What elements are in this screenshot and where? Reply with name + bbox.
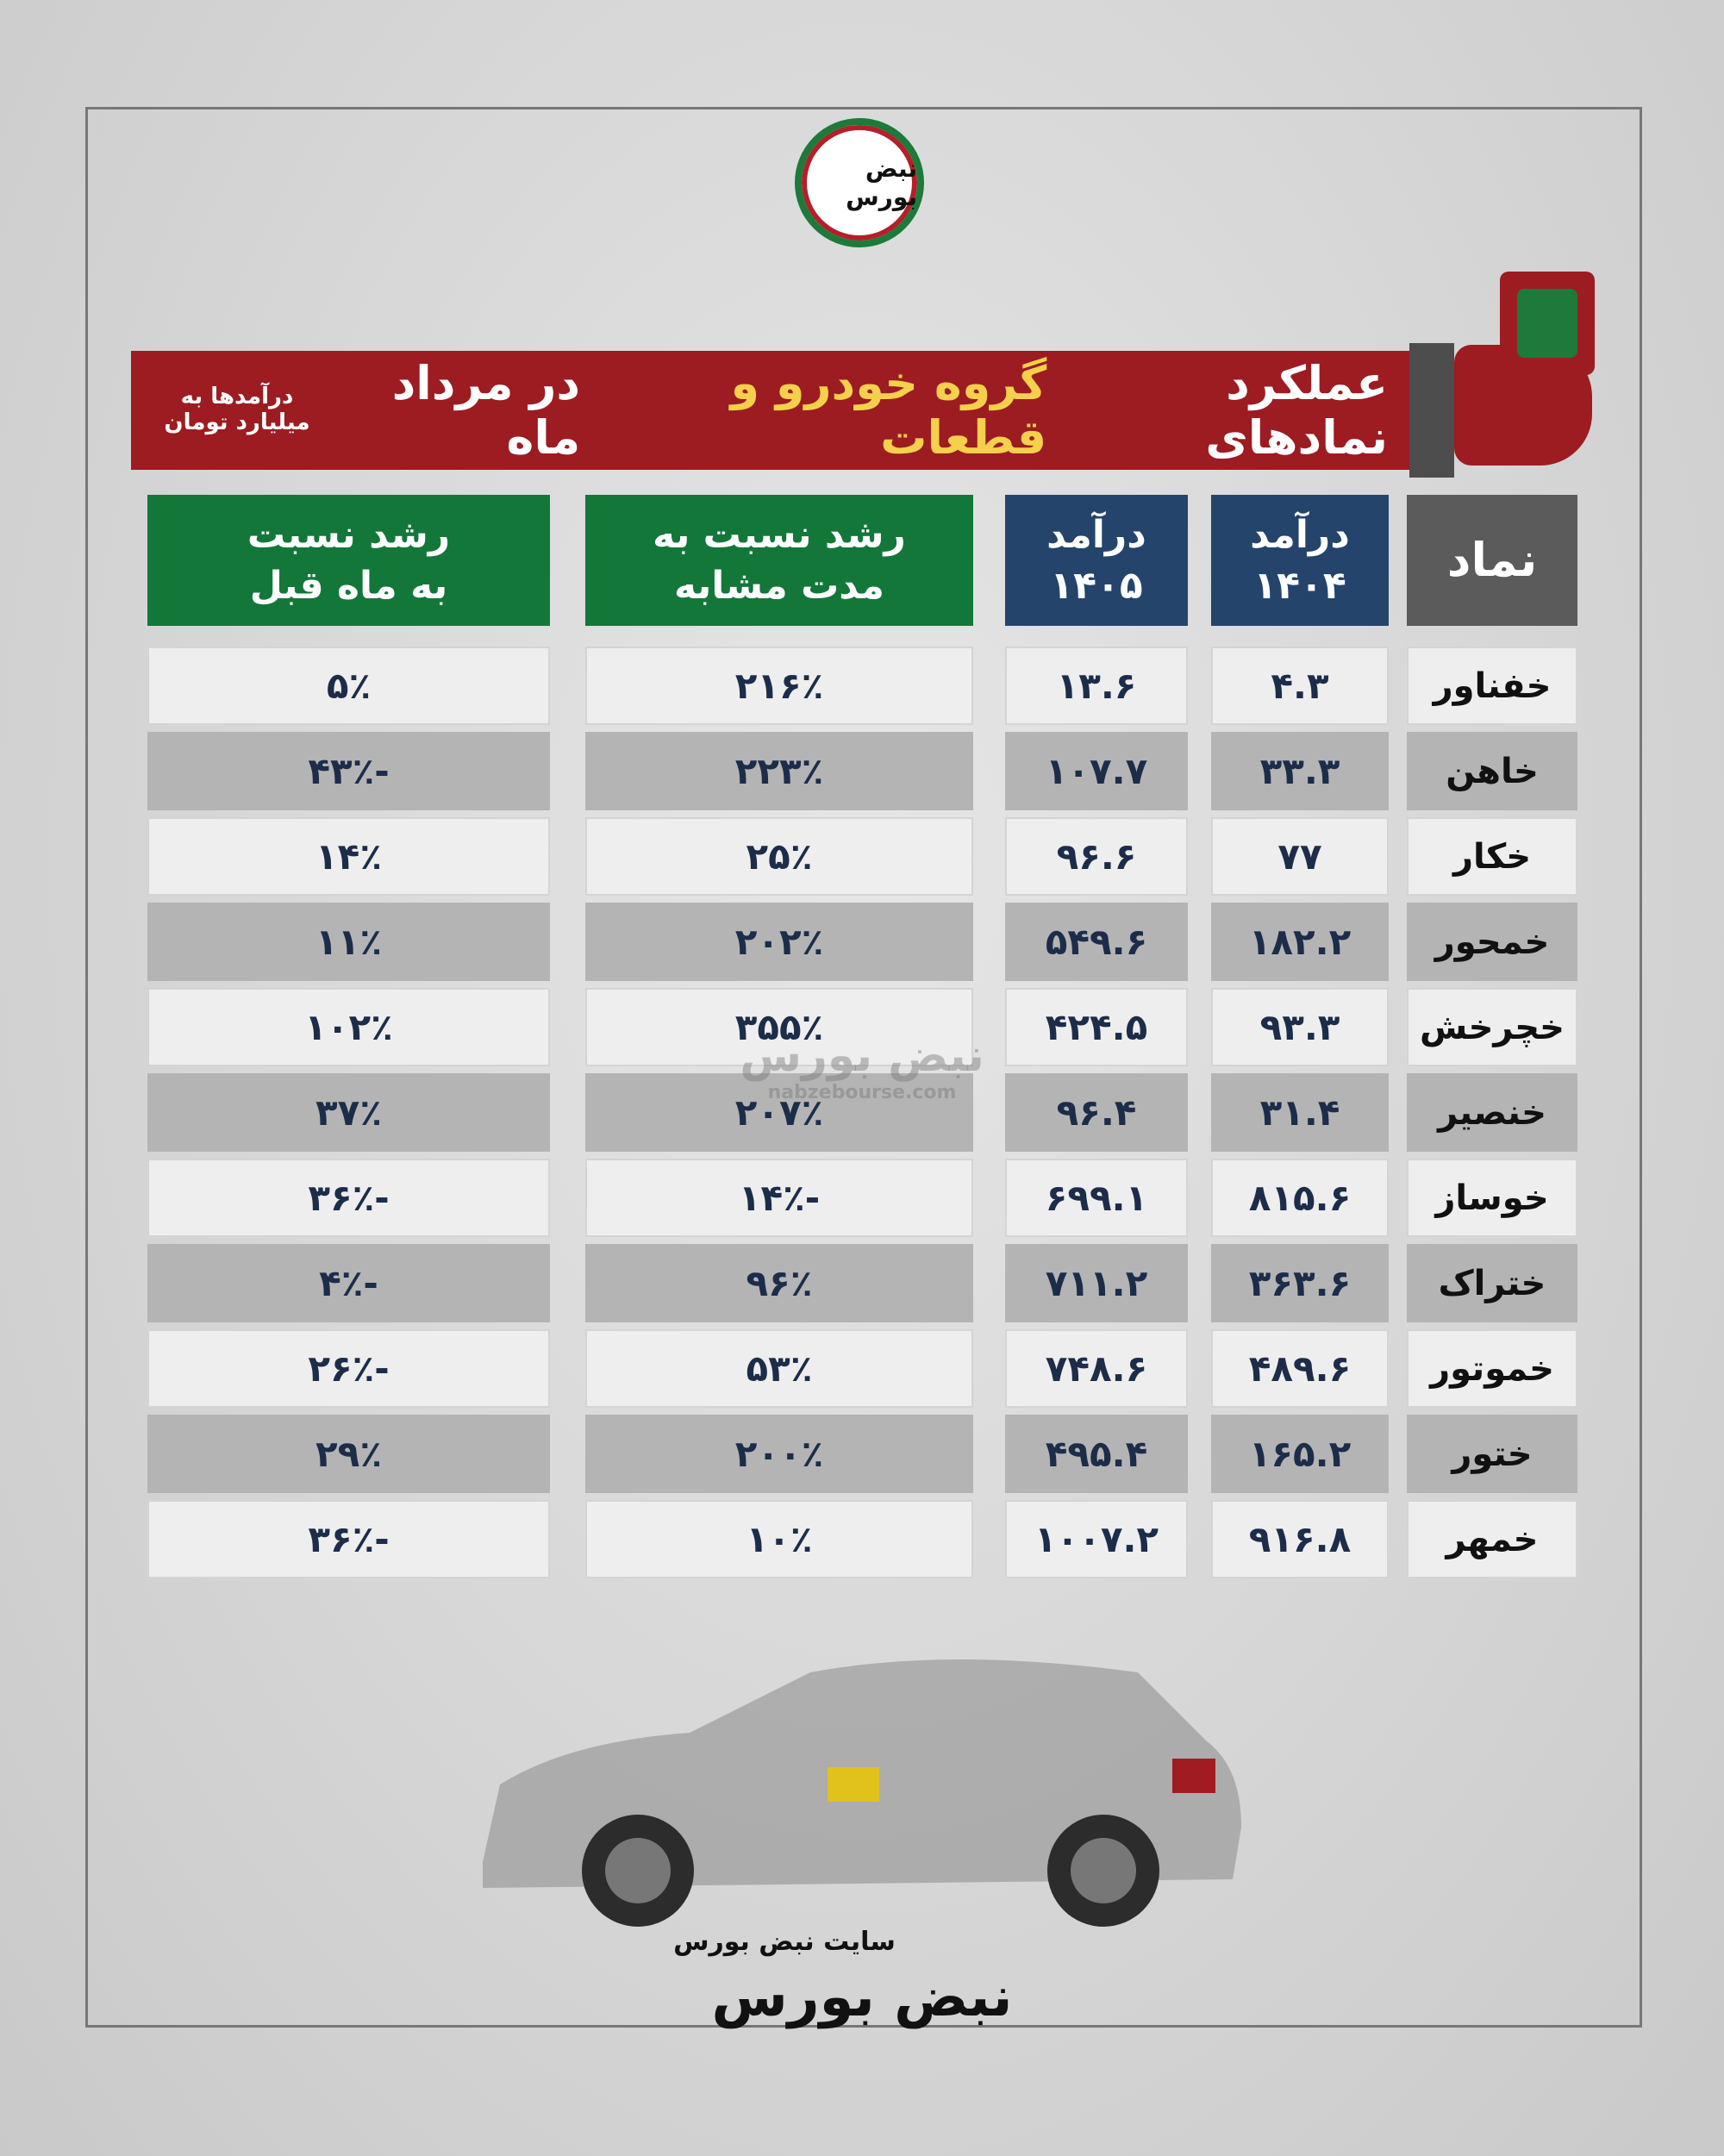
table-cell: ۱۸۲.۲: [1211, 903, 1389, 981]
watermark-url: nabzebourse.com: [767, 1082, 957, 1103]
table-cell: ۱۴٪: [147, 817, 550, 896]
title: عملکرد نمادهای گروه خودرو و قطعات در مرد…: [328, 351, 1388, 470]
table-cell: ۹۶.۶: [1005, 817, 1188, 896]
table-cell: ۵٪: [147, 647, 550, 725]
table-cell: ۷۴۸.۶: [1005, 1329, 1188, 1408]
header-cell: رشد نسبت به مدت مشابه: [585, 495, 973, 626]
table-cell: ۴.۳: [1211, 647, 1389, 725]
logo: نبض بورس: [795, 118, 924, 247]
watermark-text: نبض بورس: [740, 1030, 984, 1082]
table-cell: ۴۹۵.۴: [1005, 1415, 1188, 1493]
table-cell: ۶۹۹.۱: [1005, 1159, 1188, 1237]
header-text: درآمد: [1046, 512, 1146, 557]
header-text: به ماه قبل: [249, 564, 448, 608]
table-cell: ۹۱۶.۸: [1211, 1500, 1389, 1578]
table-cell: خمهر: [1407, 1500, 1577, 1578]
header-text: ۱۴۰۴: [1253, 564, 1346, 608]
title-banner: [131, 351, 1416, 470]
table-cell: -۳۶٪: [147, 1159, 550, 1237]
note-line: درآمدها به: [180, 384, 294, 409]
table-cell: ۵۴۹.۶: [1005, 903, 1188, 981]
table-cell: ۲۰۰٪: [585, 1415, 973, 1493]
table-cell: ۲۵٪: [585, 817, 973, 896]
table-cell: خفناور: [1407, 647, 1577, 725]
header-text: نماد: [1446, 532, 1538, 587]
table-cell: ۳۶۳.۶: [1211, 1244, 1389, 1322]
table-cell: ۹۳.۳: [1211, 988, 1389, 1066]
table-cell: ۹۶.۴: [1005, 1073, 1188, 1152]
table-cell: ۸۱۵.۶: [1211, 1159, 1389, 1237]
footer-brand: نبض بورس: [711, 1965, 1013, 2029]
table-cell: خچرخش: [1407, 988, 1577, 1066]
header-cell: درآمد ۱۴۰۴: [1211, 495, 1389, 626]
header-text: رشد نسبت: [247, 512, 451, 557]
table-cell: ۳۳.۳: [1211, 732, 1389, 810]
table-cell: ۲۲۳٪: [585, 732, 973, 810]
table-cell: خاهن: [1407, 732, 1577, 810]
logo-text: نبض بورس: [846, 154, 917, 211]
table-cell: ۳۷٪: [147, 1073, 550, 1152]
table-cell: ۷۱۱.۲: [1005, 1244, 1188, 1322]
table-cell: -۴٪: [147, 1244, 550, 1322]
header-text: رشد نسبت به: [653, 512, 906, 557]
table-cell: ۲۹٪: [147, 1415, 550, 1493]
frame: [85, 107, 1642, 2028]
table-cell: ۱۶۵.۲: [1211, 1415, 1389, 1493]
footer-site: سایت نبض بورس: [673, 1927, 896, 1957]
header-cell: نماد: [1407, 495, 1577, 626]
hand-card: [1500, 272, 1595, 375]
table-cell: ۴۸۹.۶: [1211, 1329, 1389, 1408]
header-cell: رشد نسبت به ماه قبل: [147, 495, 550, 626]
table-cell: ختراک: [1407, 1244, 1577, 1322]
table-cell: ۹۶٪: [585, 1244, 973, 1322]
table-cell: ۱۰۰۷.۲: [1005, 1500, 1188, 1578]
note-line: میلیارد تومان: [164, 409, 310, 435]
header-text: ۱۴۰۵: [1050, 564, 1143, 608]
table-cell: ۴۲۴.۵: [1005, 988, 1188, 1066]
header-text: درآمد: [1250, 512, 1350, 557]
table-cell: -۳۶٪: [147, 1500, 550, 1578]
table-cell: ۱۰۲٪: [147, 988, 550, 1066]
table-cell: ۱۳.۶: [1005, 647, 1188, 725]
watermark: نبض بورس nabzebourse.com: [715, 1030, 1009, 1103]
title-highlight: گروه خودرو و قطعات: [730, 356, 1047, 465]
table-cell: -۱۴٪: [585, 1159, 973, 1237]
car-illustration: [483, 1659, 1241, 1927]
table-cell: خمحور: [1407, 903, 1577, 981]
table-cell: ختور: [1407, 1415, 1577, 1493]
table-cell: ۳۵۵٪: [585, 988, 973, 1066]
table-cell: خوساز: [1407, 1159, 1577, 1237]
header-cell: درآمد ۱۴۰۵: [1005, 495, 1188, 626]
table-cell: ۱۰٪: [585, 1500, 973, 1578]
table-cell: ۳۱.۴: [1211, 1073, 1389, 1152]
table-cell: خنصیر: [1407, 1073, 1577, 1152]
table-cell: ۱۰۷.۷: [1005, 732, 1188, 810]
table-cell: ۲۰۲٪: [585, 903, 973, 981]
table-cell: ۱۱٪: [147, 903, 550, 981]
table-cell: ۲۱۶٪: [585, 647, 973, 725]
note: درآمدها به میلیارد تومان: [151, 366, 323, 453]
title-text: عملکرد نمادهای: [1205, 356, 1388, 465]
table-cell: ۷۷: [1211, 817, 1389, 896]
table-cell: ۵۳٪: [585, 1329, 973, 1408]
title-text: در مرداد ماه: [391, 356, 581, 465]
cuff: [1409, 343, 1454, 478]
table-cell: خموتور: [1407, 1329, 1577, 1408]
table-cell: خکار: [1407, 817, 1577, 896]
table-cell: -۲۶٪: [147, 1329, 550, 1408]
table-cell: ۲۰۷٪: [585, 1073, 973, 1152]
table-cell: -۴۳٪: [147, 732, 550, 810]
header-text: مدت مشابه: [674, 564, 884, 608]
